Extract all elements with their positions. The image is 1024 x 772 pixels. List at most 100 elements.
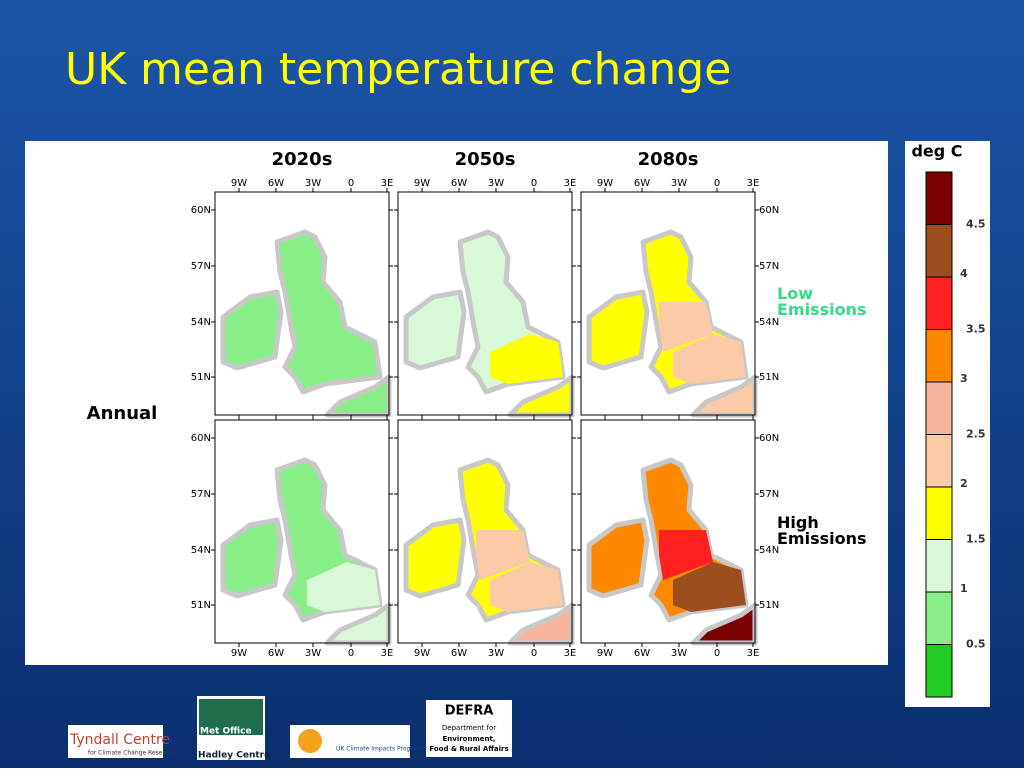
lat-label: 60N (191, 433, 211, 444)
lat-label: 57N (191, 489, 211, 500)
logo-text: Food & Rural Affairs (429, 745, 508, 753)
map-region (307, 562, 380, 612)
lon-label: 6W (451, 178, 467, 189)
map-panel (211, 188, 393, 419)
lon-label: 3E (747, 178, 760, 189)
map-region (476, 530, 530, 580)
colorbar-segment (926, 487, 952, 540)
row-header-line: Emissions (777, 529, 867, 548)
lat-label: 57N (191, 261, 211, 272)
colorbar-segment (926, 172, 952, 225)
colorbar-label: 3.5 (966, 323, 986, 336)
row-header-line: Low (777, 284, 813, 303)
map-region (586, 517, 650, 599)
logo-text: UK Climate Impacts Programme (336, 746, 432, 753)
lon-label: 9W (231, 648, 247, 659)
lon-label: 9W (597, 648, 613, 659)
map-region (220, 289, 284, 371)
lon-label: 3W (305, 648, 321, 659)
lon-label: 6W (634, 648, 650, 659)
lat-label: 51N (759, 600, 779, 611)
row-header: High Emissions (777, 513, 867, 548)
map-region (659, 530, 713, 580)
lon-label: 3W (488, 648, 504, 659)
colorbar-segment (926, 644, 952, 697)
lat-label: 60N (759, 433, 779, 444)
lon-label: 9W (231, 178, 247, 189)
lon-label: 0 (348, 648, 354, 659)
lon-label: 0 (714, 178, 720, 189)
map-border (214, 419, 390, 644)
colorbar-segment (926, 382, 952, 435)
map-border (214, 191, 390, 416)
logo-text: Department for (442, 724, 496, 732)
lat-label: 57N (759, 489, 779, 500)
lat-label: 60N (759, 205, 779, 216)
colorbar-label: 4.5 (966, 218, 986, 231)
map-region (220, 517, 284, 599)
map-region (490, 562, 563, 612)
logo-graphic (298, 729, 322, 753)
legend-title: deg C (911, 142, 962, 161)
lon-label: 6W (451, 648, 467, 659)
lat-label: 54N (191, 545, 211, 556)
colorbar-label: 2 (960, 477, 968, 490)
colorbar-label: 3 (960, 372, 968, 385)
colorbar-label: 2.5 (966, 428, 986, 441)
row-header-line: Emissions (777, 300, 867, 319)
colorbar-segment (926, 329, 952, 382)
lat-label: 54N (759, 545, 779, 556)
colorbar-label: 0.5 (966, 638, 986, 651)
colorbar-segment (926, 592, 952, 645)
colorbar-segment (926, 224, 952, 277)
lon-label: 3E (564, 178, 577, 189)
map-panel (394, 188, 576, 419)
map-region (673, 334, 746, 384)
map-region (490, 334, 563, 384)
lon-label: 3E (381, 648, 394, 659)
map-panel (211, 416, 393, 647)
lat-label: 51N (759, 372, 779, 383)
map-border (397, 191, 573, 416)
column-header: 2080s (638, 149, 699, 170)
lon-label: 3E (564, 648, 577, 659)
map-region (403, 517, 467, 599)
title: UK mean temperature change (65, 44, 731, 95)
lat-label: 54N (191, 317, 211, 328)
colorbar-label: 4 (960, 267, 968, 280)
logo-text: for Climate Change Research (88, 750, 176, 757)
logo-defra (426, 700, 512, 757)
logo-text: Hadley Centre (198, 751, 270, 761)
column-header: 2050s (455, 149, 516, 170)
lon-label: 6W (268, 648, 284, 659)
map-border (397, 419, 573, 644)
lon-label: 3W (671, 178, 687, 189)
logo-text: Met Office (200, 727, 252, 737)
lat-label: 57N (759, 261, 779, 272)
colorbar-segment (926, 434, 952, 487)
map-panel (394, 416, 576, 647)
lon-label: 6W (634, 178, 650, 189)
colorbar-label: 1 (960, 582, 968, 595)
logo-text: Environment, (442, 735, 495, 743)
lon-label: 9W (597, 178, 613, 189)
map-border (580, 191, 756, 416)
lon-label: 9W (414, 648, 430, 659)
lon-label: 3E (747, 648, 760, 659)
logo-graphic (199, 699, 263, 735)
map-region (673, 562, 746, 612)
lon-label: 3W (488, 178, 504, 189)
lat-label: 54N (759, 317, 779, 328)
lon-label: 0 (531, 178, 537, 189)
colorbar-segment (926, 277, 952, 330)
colorbar-segment (926, 539, 952, 592)
lat-label: 60N (191, 205, 211, 216)
row-header-line: High (777, 513, 819, 532)
column-header: 2020s (272, 149, 333, 170)
logo-text: Tyndall Centre (69, 732, 170, 748)
map-region (274, 229, 383, 395)
lon-label: 0 (531, 648, 537, 659)
lon-label: 3W (305, 178, 321, 189)
row-label: Annual (87, 403, 158, 424)
